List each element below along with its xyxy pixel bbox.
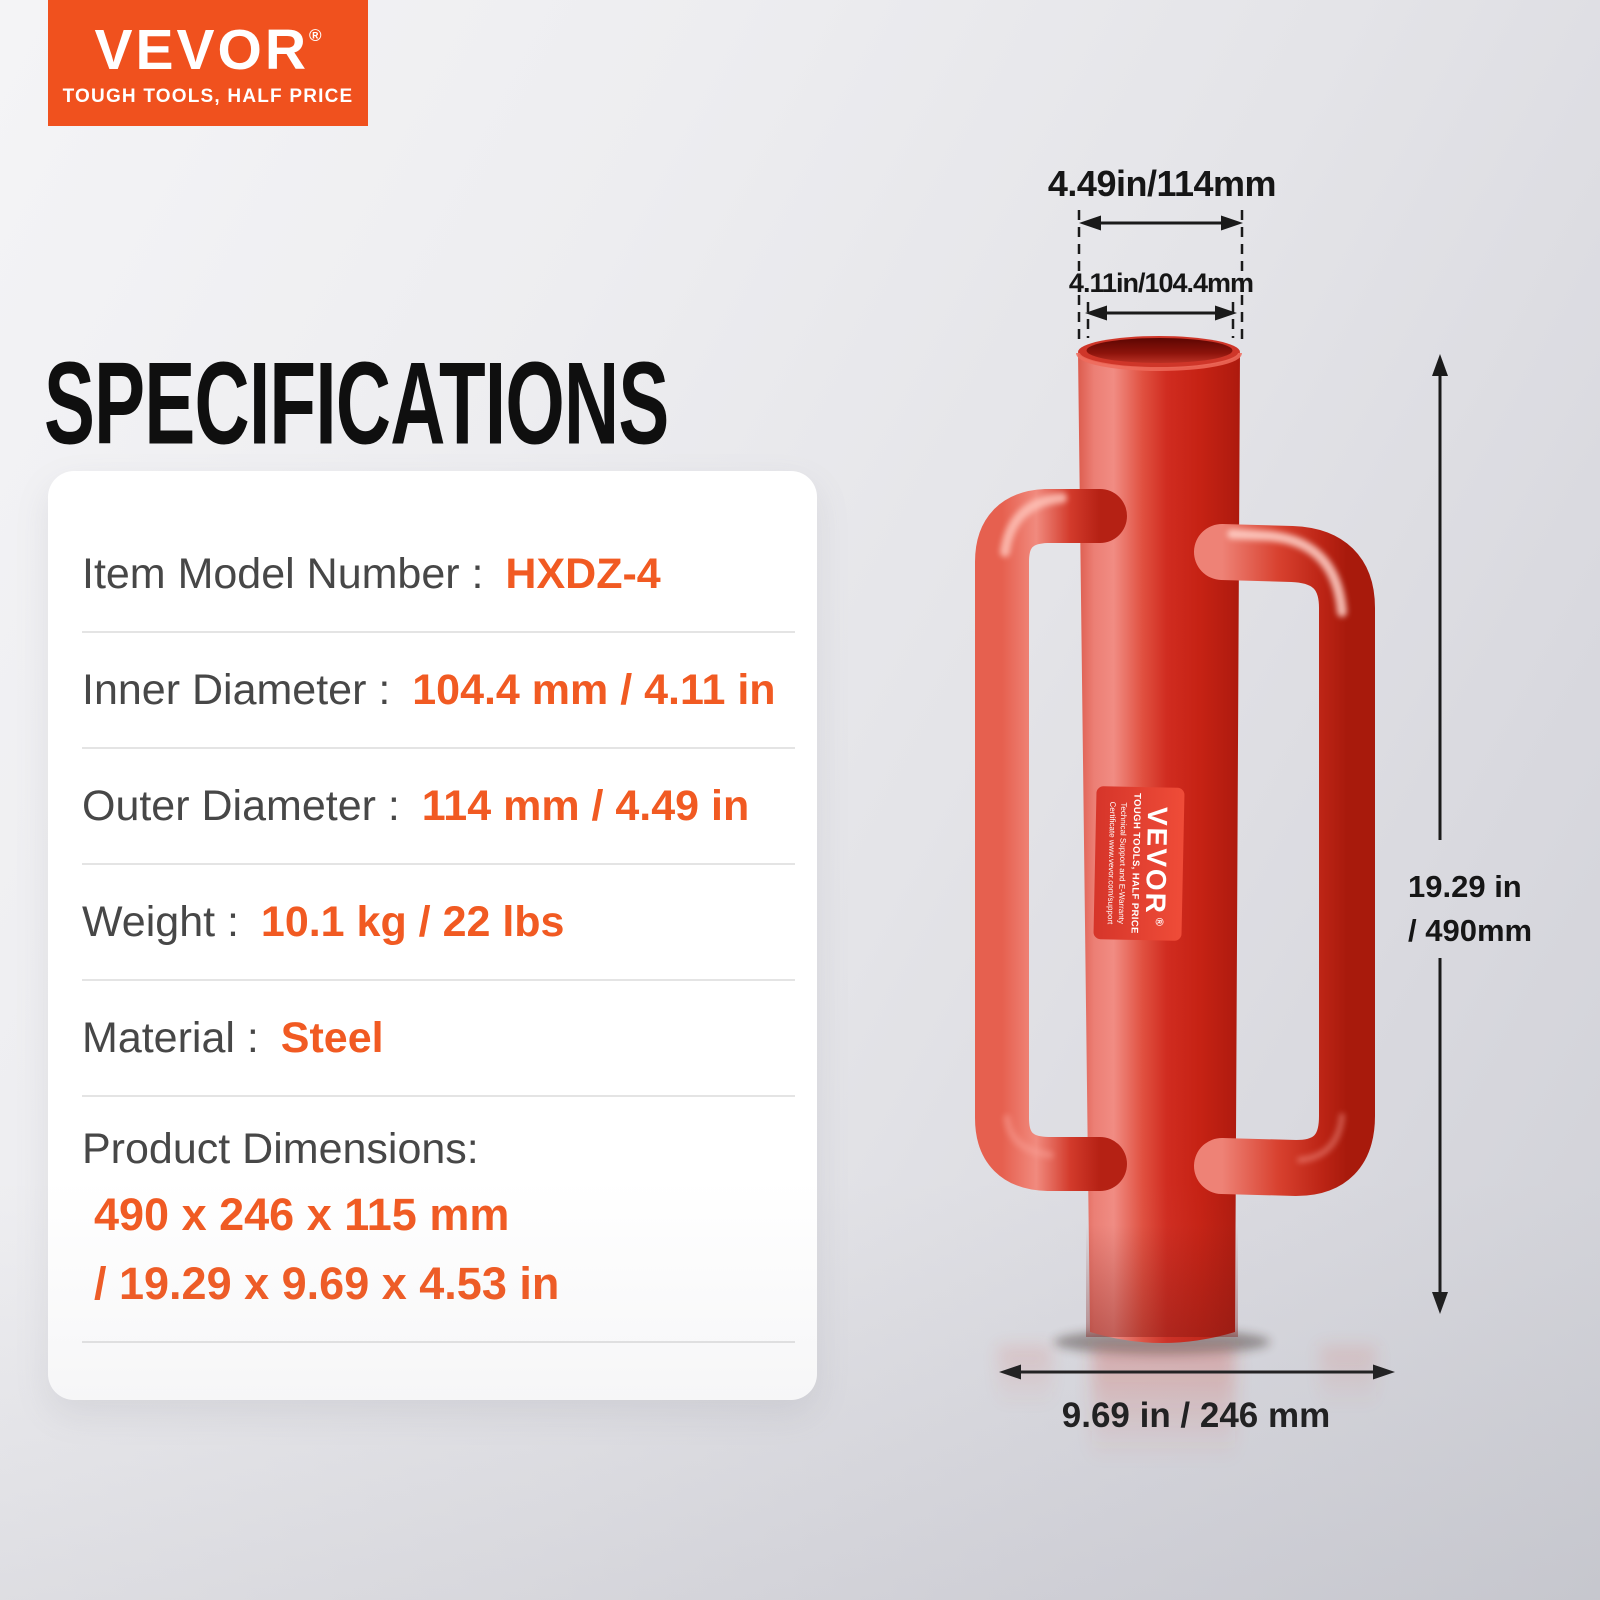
spec-label: Item Model Number : — [82, 549, 496, 598]
label-tagline-text: TOUGH TOOLS, HALF PRICE — [1129, 793, 1143, 934]
spec-card: Item Model Number : HXDZ-4 Inner Diameter… — [48, 471, 817, 1400]
height-label-line1: 19.29 in — [1408, 869, 1522, 904]
height-label-line2: / 490mm — [1408, 913, 1532, 948]
spec-value: 104.4 mm / 4.11 in — [412, 665, 776, 714]
logo-tagline: TOUGH TOOLS, HALF PRICE — [62, 86, 354, 107]
page-title: SPECIFICATIONS — [44, 339, 669, 469]
left-handle — [975, 489, 1127, 1191]
spec-label: Outer Diameter : — [82, 781, 412, 830]
spec-value: 10.1 kg / 22 lbs — [260, 897, 565, 946]
spec-row: Material : Steel — [82, 981, 795, 1097]
spec-value: 114 mm / 4.49 in — [421, 781, 750, 830]
label-certificate-text: Certificate www.vevor.com/support — [1106, 801, 1118, 925]
outer-diameter-label: 4.49in/114mm — [1048, 163, 1276, 204]
spec-row: Weight : 10.1 kg / 22 lbs — [82, 865, 795, 981]
tube-opening — [1086, 338, 1233, 363]
inner-diameter-label: 4.11in/104.4mm — [1069, 268, 1253, 298]
spec-label: Material : — [82, 1013, 271, 1062]
spec-row: Outer Diameter : 114 mm / 4.49 in — [82, 749, 795, 865]
spec-label: Product Dimensions: — [82, 1125, 479, 1173]
spec-row: Item Model Number : HXDZ-4 — [82, 517, 795, 633]
logo-brand: VEVOR® — [94, 22, 321, 79]
spec-value: HXDZ-4 — [505, 549, 661, 598]
label-registered-mark: ® — [1153, 918, 1165, 926]
dimension-annotations: 4.49in/114mm 4.11in/104.4mm 19.29 in / 4… — [999, 163, 1532, 1435]
logo-registered-mark: ® — [309, 26, 322, 45]
right-handle — [1194, 524, 1375, 1196]
spec-label: Weight : — [82, 897, 251, 946]
width-label: 9.69 in / 246 mm — [1062, 1396, 1330, 1435]
spec-value: / 19.29 x 9.69 x 4.53 in — [94, 1257, 560, 1309]
vevor-logo: VEVOR® TOUGH TOOLS, HALF PRICE — [48, 0, 368, 126]
spec-row: Inner Diameter : 104.4 mm / 4.11 in — [82, 633, 795, 749]
logo-text: VEVOR — [94, 18, 310, 82]
label-brand-text: VEVOR — [1140, 807, 1173, 916]
product-label: VEVOR ® TOUGH TOOLS, HALF PRICE Technica… — [1093, 786, 1185, 941]
spec-card-rows: Item Model Number : HXDZ-4 Inner Diameter… — [82, 517, 795, 1343]
product-shadow — [998, 1329, 1376, 1461]
spec-value: Steel — [280, 1013, 384, 1062]
spec-row: Product Dimensions: 490 x 246 x 115 mm / 1… — [82, 1097, 795, 1343]
label-support-text: Technical Support and E-Warranty — [1117, 802, 1129, 924]
spec-value: 490 x 246 x 115 mm — [94, 1189, 510, 1240]
spec-label: Inner Diameter : — [82, 665, 403, 714]
